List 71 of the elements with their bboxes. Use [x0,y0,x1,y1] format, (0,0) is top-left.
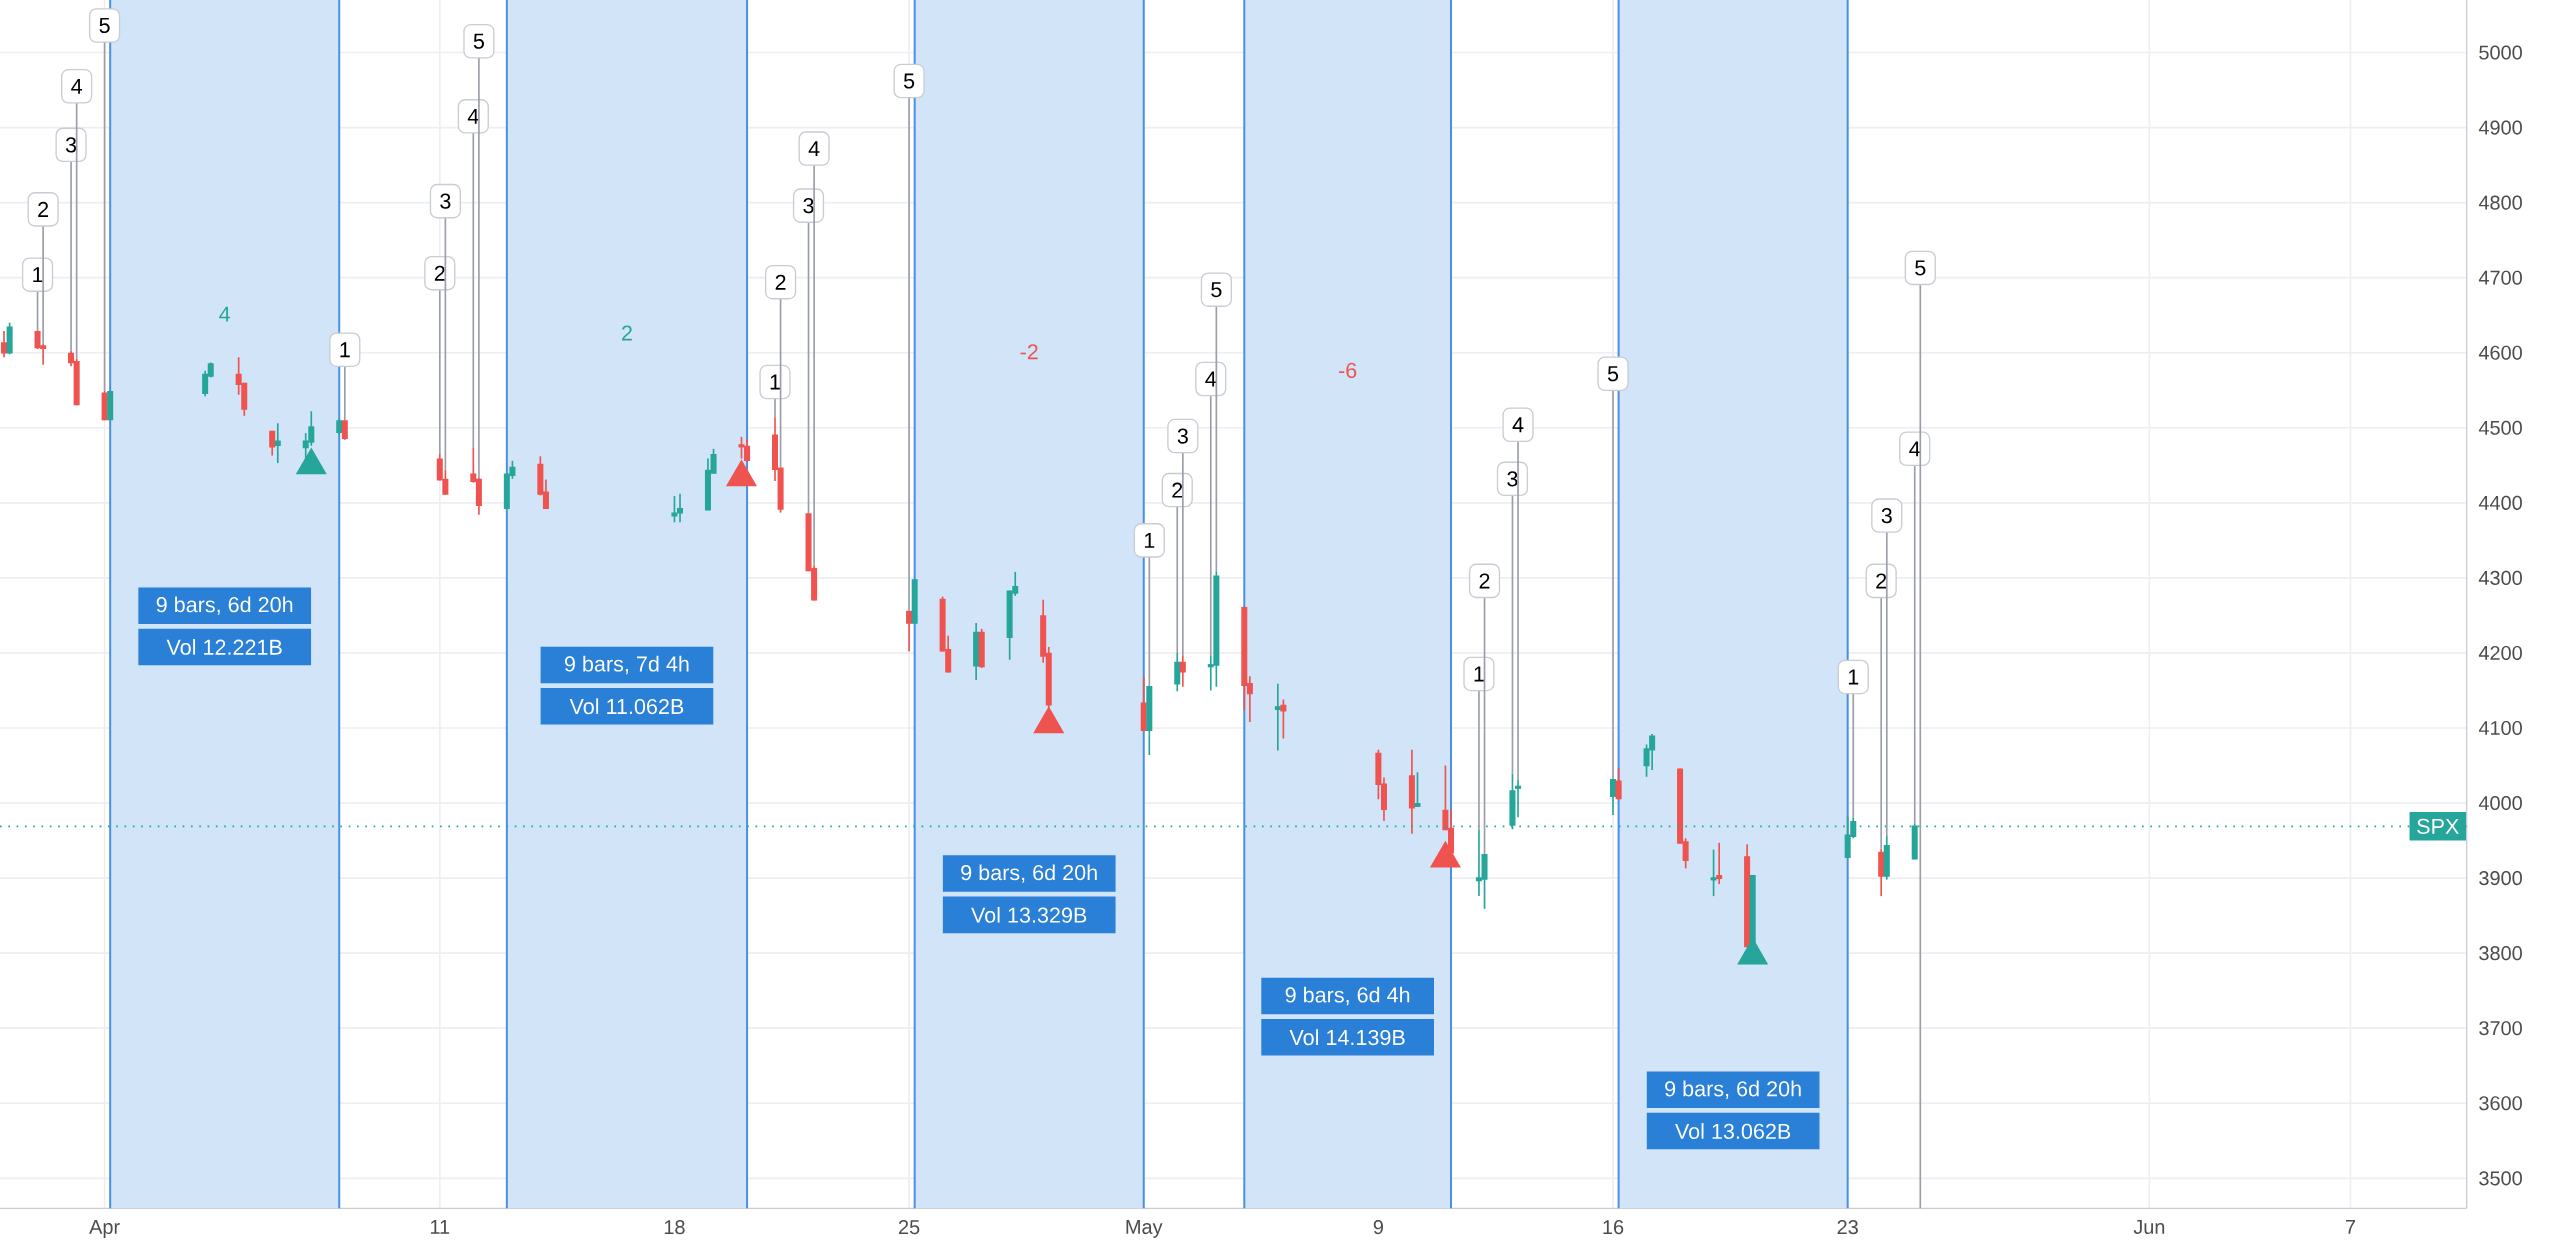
x-tick-label: 11 [430,1220,450,1234]
annotation: Vol 13.062B [1675,1123,1791,1139]
y-tick-label: 4700 [2478,270,2522,285]
annotation: 1 [340,342,350,358]
annotation: 4 [1512,417,1524,433]
annotation: 9 bars, 6d 20h [156,596,293,615]
x-tick-label: 9 [1373,1220,1383,1235]
annotation: 9 bars, 6d 20h [1665,1080,1801,1099]
band-label: -2 [1020,344,1038,360]
annotation: 9 bars, 6d 4h [1285,986,1410,1006]
annotation: 4 [467,108,479,124]
y-tick-label: 4800 [2478,195,2522,210]
annotation: 1 [770,374,780,390]
annotation: Vol 11.062B [569,698,684,715]
x-tick-label: 7 [2345,1220,2356,1234]
y-tick-label: 4600 [2478,345,2522,360]
y-tick-label: 3500 [2479,1171,2522,1186]
y-tick-label: 4100 [2478,720,2522,736]
annotation: 3 [1177,428,1188,444]
annotation: 3 [1507,471,1518,487]
annotation: 3 [1881,507,1892,524]
annotation: 1 [1474,666,1484,682]
annotation: 5 [1211,282,1222,298]
y-tick-label: 3700 [2479,1021,2522,1036]
x-tick-label: May [1126,1220,1163,1238]
annotation: 9 bars, 7d 4h [564,655,689,675]
y-tick-label: 3800 [2479,946,2522,961]
y-tick-label: 4500 [2478,420,2522,435]
y-tick-label: 3900 [2479,871,2522,886]
annotation: 4 [1909,441,1921,457]
y-tick-label: 4900 [2478,120,2522,135]
y-tick-label: 5000 [2479,45,2522,60]
annotation: 5 [99,17,110,34]
annotation: 1 [1144,532,1155,548]
annotation: 9 bars, 6d 20h [961,864,1097,883]
band-label: 2 [622,325,632,341]
annotation: Vol 12.221B [166,639,282,655]
y-tick-label: 4300 [2478,570,2522,585]
band-label: 4 [219,306,231,322]
y-tick-label: 4400 [2478,495,2522,510]
annotation: 2 [775,274,786,290]
annotation: 2 [1479,573,1490,589]
annotation: Vol 13.329B [971,906,1087,923]
band-label: -6 [1338,362,1357,379]
x-tick-label: 16 [1603,1220,1624,1235]
y-tick-label: 3600 [2479,1096,2522,1111]
annotation: 1 [33,267,43,283]
annotation: 2 [38,201,49,217]
annotation: 3 [65,137,77,153]
annotation: 4 [71,78,82,94]
x-tick-label: Apr [89,1220,120,1238]
x-tick-label: 23 [1837,1220,1858,1235]
annotation: 5 [1607,366,1619,382]
annotation: 3 [440,193,451,209]
annotation: Vol 14.139B [1289,1029,1405,1046]
y-tick-label: 4200 [2478,645,2522,661]
annotation: 5 [473,33,484,49]
annotation: 5 [903,73,915,89]
x-tick-label: 25 [898,1220,920,1235]
y-tick-label: 4000 [2478,796,2522,811]
annotation: 5 [1915,260,1926,276]
annotation: 4 [808,141,820,157]
annotation: 1 [1848,669,1859,685]
x-tick-label: Jun [2133,1220,2165,1234]
annotation: 2 [434,265,445,281]
ref-line-label: SPX [2417,818,2459,834]
x-tick-label: 18 [664,1220,685,1235]
annotation: 4 [1205,371,1217,387]
annotation: 2 [1172,482,1183,498]
annotation: 2 [1876,573,1887,589]
annotation: 3 [803,198,814,214]
